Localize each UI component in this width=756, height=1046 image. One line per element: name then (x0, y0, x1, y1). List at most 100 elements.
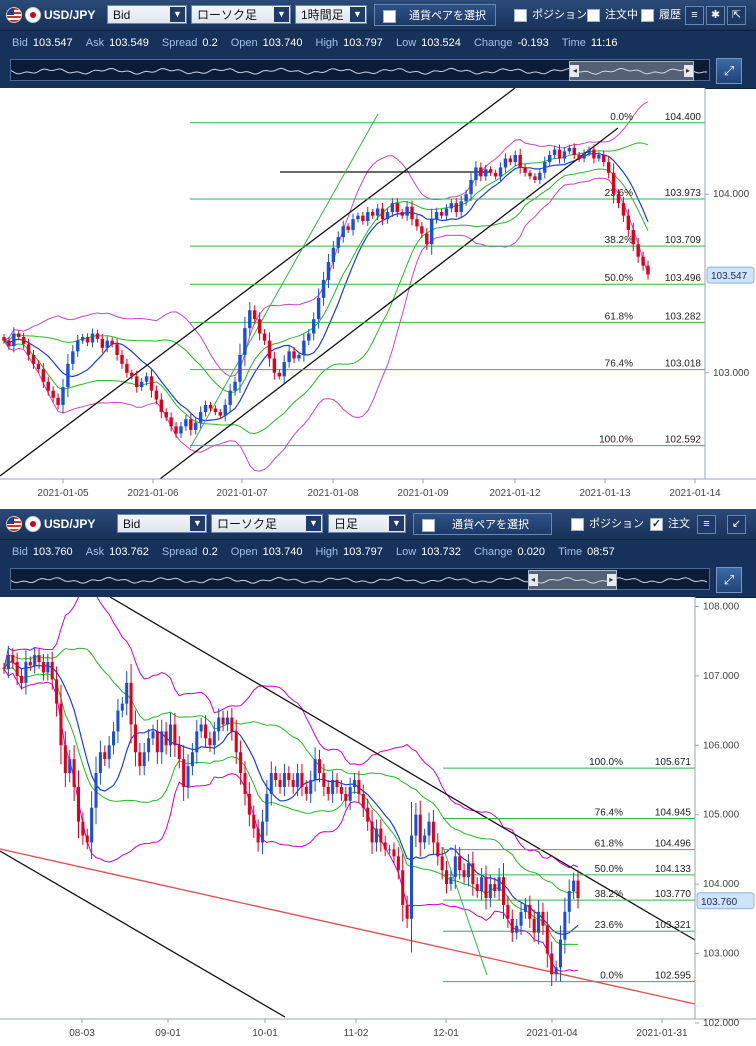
position-toggle[interactable]: ポジション (571, 517, 644, 531)
candle (190, 742, 194, 776)
candle-body (94, 773, 98, 808)
candle (348, 777, 352, 811)
candle-body (179, 426, 183, 434)
candle-body (116, 710, 120, 732)
select-pair-button[interactable]: 通貨ペアを選択 (374, 4, 496, 26)
change-value: 0.020 (517, 546, 546, 558)
candle-body (252, 814, 256, 829)
orders-toggle[interactable]: ✓ 注文 (650, 517, 690, 531)
candle-body (401, 870, 405, 905)
candle (287, 345, 291, 368)
candle (213, 405, 218, 416)
navigator-selection[interactable]: ◂ ▸ (569, 61, 694, 81)
candle (282, 355, 286, 384)
chart-style-dropdown[interactable]: ローソク足 ▼ (191, 5, 291, 24)
candle-body (636, 244, 640, 257)
candle (55, 666, 59, 717)
candle-body (168, 724, 173, 746)
collapse-icon[interactable]: ⇱ (727, 6, 746, 25)
fib-price-label: 102.595 (655, 971, 692, 982)
fit-view-icon[interactable]: ⤢ (716, 58, 742, 84)
history-toggle[interactable]: 履歴 (641, 8, 681, 22)
candle-body (379, 828, 383, 843)
price-type-dropdown[interactable]: Bid ▼ (117, 514, 207, 533)
checkbox-icon (383, 10, 396, 23)
open-value: 103.740 (262, 546, 303, 558)
candle-body (198, 412, 203, 423)
candle (474, 161, 478, 187)
candle (597, 151, 601, 162)
candle-body (383, 842, 387, 850)
candle-body (41, 369, 46, 382)
candle (120, 349, 124, 369)
select-pair-button[interactable]: 通貨ペアを選択 (413, 513, 552, 535)
orders-toggle[interactable]: 注文中 (587, 8, 638, 22)
expand-icon[interactable]: ↙ (727, 515, 746, 534)
candle-body (611, 172, 616, 195)
fib-price-label: 103.282 (665, 311, 702, 322)
currency-pair-selector[interactable]: USD/JPY (6, 513, 95, 534)
handle-right-icon[interactable]: ▸ (606, 574, 616, 586)
candle-body (174, 426, 178, 434)
candle (335, 773, 339, 794)
menu-icon[interactable]: ≡ (685, 6, 704, 25)
x-tick-label: 12-01 (433, 1028, 459, 1039)
candle-body (195, 731, 199, 753)
timeframe-dropdown[interactable]: 1時間足 ▼ (295, 5, 367, 24)
candle (179, 421, 183, 438)
candle-body (552, 149, 557, 155)
handle-left-icon[interactable]: ◂ (570, 65, 580, 77)
currency-pair-selector[interactable]: USD/JPY (6, 4, 95, 25)
candle (552, 145, 557, 159)
candle-body (139, 381, 144, 388)
orders-toggle-label: 注文 (668, 518, 690, 530)
gear-icon[interactable]: ✱ (706, 6, 725, 25)
candle (139, 377, 144, 391)
fib-level-label: 76.4% (595, 808, 623, 819)
x-tick-label: 08-03 (69, 1028, 95, 1039)
candle-body (626, 215, 631, 230)
navigator-track[interactable]: ◂ ▸ (10, 59, 710, 81)
candle (28, 656, 32, 672)
candle-body (107, 745, 111, 760)
navigator: ◂ ▸ ⤢ (0, 564, 756, 598)
candle (405, 895, 409, 929)
candle-body (375, 208, 380, 216)
candle-body (80, 337, 85, 341)
bid-label: Bid (12, 37, 28, 49)
menu-icon[interactable]: ≡ (697, 515, 716, 534)
price-type-value: Bid (123, 517, 141, 531)
candle (336, 231, 340, 254)
fit-view-icon[interactable]: ⤢ (716, 567, 742, 593)
navigator-track[interactable]: ◂ ▸ (10, 568, 710, 590)
checkbox-icon (587, 8, 600, 22)
candle-body (7, 340, 11, 346)
handle-left-icon[interactable]: ◂ (528, 574, 538, 586)
timeframe-dropdown[interactable]: 日足 ▼ (328, 514, 406, 533)
chart-style-dropdown[interactable]: ローソク足 ▼ (211, 514, 323, 533)
navigator-selection[interactable]: ◂ ▸ (527, 570, 617, 590)
moving-average-line (3, 661, 579, 935)
handle-right-icon[interactable]: ▸ (683, 65, 693, 77)
candle-body (353, 779, 357, 787)
daily-price-chart[interactable]: 0.0% 102.595 23.6% 103.321 38.2% 103.770 50.0%… (0, 597, 756, 1046)
position-toggle[interactable]: ポジション (514, 8, 587, 22)
candle (587, 146, 591, 157)
candle-body (239, 752, 243, 774)
candle (199, 717, 203, 739)
price-type-dropdown[interactable]: Bid ▼ (107, 5, 187, 24)
bid-label: Bid (12, 546, 28, 558)
candle-body (395, 203, 399, 213)
chevron-down-icon: ▼ (350, 7, 365, 22)
fib-price-label: 104.945 (655, 808, 692, 819)
candle (339, 780, 343, 801)
hourly-price-chart[interactable]: 0.0%104.40023.6%103.97338.2%103.70950.0%… (0, 88, 756, 506)
candle-body (56, 397, 60, 405)
candle (582, 149, 586, 163)
candle (602, 150, 606, 167)
candle (267, 332, 272, 367)
candle-body (95, 333, 100, 339)
open-label: Open (230, 546, 258, 558)
candle (436, 833, 440, 866)
candle (366, 798, 370, 831)
